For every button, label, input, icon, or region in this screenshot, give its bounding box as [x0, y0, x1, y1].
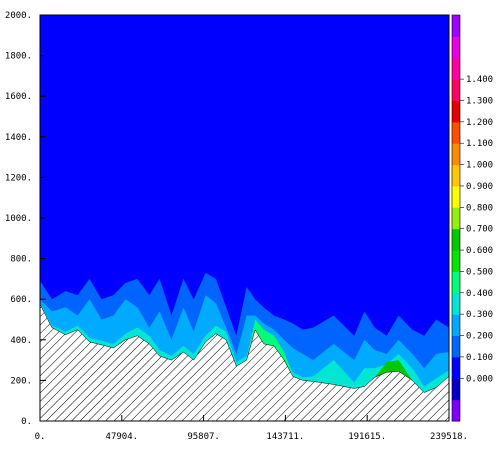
colorbar-swatch [452, 271, 460, 294]
colorbar-label: 0.000 [466, 374, 493, 384]
contour-band-0.6 [374, 360, 413, 382]
colorbar-swatch [452, 36, 460, 59]
colorbar-swatch [452, 250, 460, 272]
colorbar-label: 0.800 [466, 203, 493, 213]
colorbar-swatch [452, 292, 460, 315]
y-tick-label: 400. [10, 336, 32, 346]
colorbar: 0.000 0.100 0.200 0.300 0.400 0.500 0.600 0.700… [451, 14, 493, 422]
colorbar-label: 0.400 [466, 289, 493, 299]
colorbar-swatch [452, 228, 460, 251]
colorbar-swatch [452, 356, 460, 379]
colorbar-label: 1.000 [466, 161, 493, 171]
terrain-hatched [40, 304, 449, 421]
y-tick-label: 200. [10, 376, 32, 386]
colorbar-swatch [452, 314, 460, 337]
colorbar-swatch [452, 15, 460, 37]
y-tick-label: 800. [10, 255, 32, 265]
colorbar-label: 1.300 [466, 96, 493, 106]
x-tick-label: 239518. [430, 432, 468, 442]
colorbar-swatch [452, 399, 460, 422]
colorbar-label: 0.200 [466, 332, 493, 342]
colorbar-swatch [452, 185, 460, 208]
y-tick-label: 1600. [5, 92, 32, 102]
y-tick-label: 1400. [5, 133, 32, 143]
colorbar-label: 0.300 [466, 310, 493, 320]
colorbar-swatch [452, 121, 460, 144]
y-tick-label: 0. [21, 417, 32, 427]
contour-band-0.5 [246, 319, 293, 378]
colorbar-swatch [452, 378, 460, 401]
contour-band-0.3 [40, 295, 449, 394]
x-tick-label: 143711. [266, 432, 304, 442]
x-tick-label: 95807. [187, 432, 220, 442]
colorbar-swatch [452, 335, 460, 358]
colorbar-swatch [452, 207, 460, 230]
colorbar-swatch [452, 143, 460, 166]
y-tick-label: 600. [10, 295, 32, 305]
colorbar-swatch [452, 100, 460, 123]
colorbar-label: 0.600 [466, 246, 493, 256]
colorbar-label: 0.500 [466, 267, 493, 277]
colorbar-label: 1.400 [466, 75, 493, 85]
x-axis: 0. 47904. 95807. 143711. 191615. 239518. [35, 415, 468, 442]
x-tick-label: 0. [35, 432, 46, 442]
y-tick-label: 1200. [5, 173, 32, 183]
y-tick-label: 2000. [5, 11, 32, 21]
colorbar-swatch [452, 164, 460, 187]
colorbar-label: 0.900 [466, 182, 493, 192]
colorbar-label: 1.100 [466, 139, 493, 149]
colorbar-frame [451, 14, 461, 422]
x-tick-label: 191615. [348, 432, 386, 442]
y-tick-label: 1000. [5, 214, 32, 224]
colorbar-label: 1.200 [466, 118, 493, 128]
colorbar-label: 0.100 [466, 353, 493, 363]
contour-layer [40, 272, 449, 394]
x-tick-label: 47904. [106, 432, 139, 442]
y-tick-label: 1800. [5, 52, 32, 62]
colorbar-label: 0.700 [466, 225, 493, 235]
y-axis: 0. 200. 400. 600. 800. 1000. 1200. 1400. 1600. 18… [5, 11, 46, 427]
colorbar-swatch [452, 79, 460, 101]
colorbar-swatch [452, 57, 460, 80]
